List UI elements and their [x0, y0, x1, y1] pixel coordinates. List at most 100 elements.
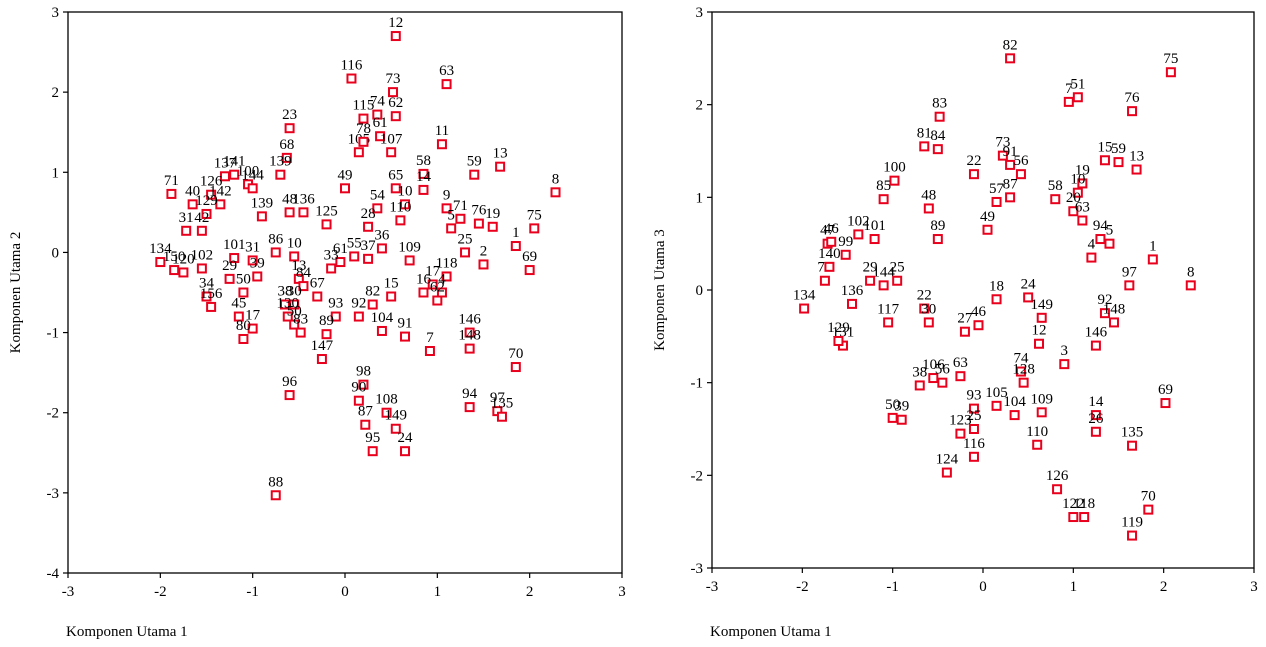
data-point — [495, 161, 506, 172]
data-point — [847, 298, 858, 309]
data-point-label: 71 — [453, 198, 468, 214]
data-point — [997, 150, 1008, 161]
data-point-label: 50 — [287, 304, 302, 320]
data-point — [1143, 504, 1154, 515]
data-point — [360, 419, 371, 430]
y-tick-label: -3 — [691, 561, 704, 577]
data-point-label: 23 — [282, 107, 297, 123]
data-point-label: 106 — [922, 357, 945, 373]
data-point — [840, 249, 851, 260]
y-axis-label: Komponen Utama 3 — [652, 229, 668, 351]
data-point-label: 90 — [351, 380, 366, 396]
data-point — [446, 223, 457, 234]
data-point-label: 125 — [315, 203, 338, 219]
data-point-label: 80 — [236, 318, 251, 334]
data-point — [883, 317, 894, 328]
data-point-label: 101 — [863, 218, 886, 234]
data-point — [968, 424, 979, 434]
data-point-label: 100 — [883, 160, 906, 176]
data-point-label: 142 — [209, 183, 232, 199]
data-point — [928, 373, 939, 384]
data-point-label: 30 — [921, 301, 936, 317]
data-point — [524, 265, 535, 276]
data-point — [464, 402, 475, 413]
data-point-label: 19 — [485, 206, 500, 222]
x-tick-label: -2 — [796, 579, 809, 595]
data-point — [1127, 530, 1138, 541]
data-point — [1059, 359, 1070, 370]
y-tick-label: 3 — [52, 5, 60, 21]
x-axis-label: Komponen Utama 1 — [710, 624, 832, 640]
data-point-label: 139 — [251, 195, 274, 211]
x-tick-label: -3 — [706, 579, 719, 595]
data-point-label: 141 — [223, 154, 246, 170]
data-point-label: 115 — [352, 98, 374, 114]
data-point-label: 26 — [1088, 411, 1104, 427]
data-point — [330, 311, 341, 322]
data-point-label: 13 — [493, 146, 508, 162]
data-point-label: 37 — [361, 238, 377, 254]
data-point — [982, 224, 993, 235]
data-point-label: 92 — [351, 296, 366, 312]
data-point-label: 85 — [876, 178, 891, 194]
data-point — [1023, 292, 1034, 303]
data-point-label: 16 — [416, 272, 432, 288]
data-point-label: 31 — [179, 210, 194, 226]
y-tick-label: 2 — [52, 85, 60, 101]
data-point — [247, 183, 258, 194]
data-point-label: 68 — [279, 137, 294, 153]
data-point — [1090, 426, 1101, 437]
data-point-label: 61 — [333, 241, 348, 257]
data-point-label: 123 — [949, 413, 972, 429]
data-point-label: 46 — [824, 221, 840, 237]
data-point — [991, 400, 1002, 411]
data-point — [1127, 440, 1138, 451]
data-point-label: 117 — [877, 301, 899, 317]
data-point — [388, 87, 399, 98]
y-tick-label: 2 — [696, 98, 704, 114]
data-point — [991, 196, 1002, 207]
data-point — [919, 141, 930, 152]
data-point — [529, 223, 540, 234]
data-point — [896, 414, 907, 425]
y-tick-label: -2 — [691, 468, 704, 484]
data-point — [404, 255, 415, 266]
data-point-label: 93 — [328, 296, 343, 312]
data-point-label: 96 — [282, 374, 298, 390]
data-point — [166, 188, 177, 199]
data-point — [363, 221, 374, 232]
x-tick-label: 1 — [1070, 579, 1078, 595]
data-point-label: 146 — [1085, 325, 1108, 341]
data-point — [353, 395, 364, 406]
data-point — [376, 243, 387, 254]
data-point-label: 104 — [371, 310, 394, 326]
data-point-label: 144 — [872, 264, 895, 280]
data-point-label: 4 — [438, 272, 446, 288]
data-point-label: 144 — [241, 167, 264, 183]
data-point-label: 146 — [458, 312, 481, 328]
data-point-label: 9 — [443, 187, 451, 203]
data-point — [326, 263, 337, 274]
data-point — [464, 327, 475, 338]
data-point-label: 2 — [480, 243, 488, 259]
data-point — [1015, 169, 1026, 180]
data-point — [1108, 317, 1119, 328]
data-point-label: 156 — [200, 286, 223, 302]
data-point-label: 8 — [552, 171, 560, 187]
x-tick-label: 3 — [618, 584, 626, 600]
data-point-label: 13 — [291, 258, 306, 274]
data-point — [923, 317, 934, 328]
data-point — [464, 343, 475, 354]
data-point-label: 91 — [398, 316, 413, 332]
data-point-label: 137 — [214, 155, 237, 171]
data-point — [400, 331, 411, 342]
data-point — [1104, 238, 1115, 249]
data-point — [1009, 410, 1020, 421]
data-point-label: 150 — [163, 249, 186, 265]
data-point — [298, 207, 309, 218]
data-point-label: 11 — [435, 123, 449, 139]
data-point — [1032, 439, 1043, 450]
data-point — [155, 257, 166, 268]
x-tick-label: -1 — [246, 584, 259, 600]
data-point — [229, 253, 240, 264]
